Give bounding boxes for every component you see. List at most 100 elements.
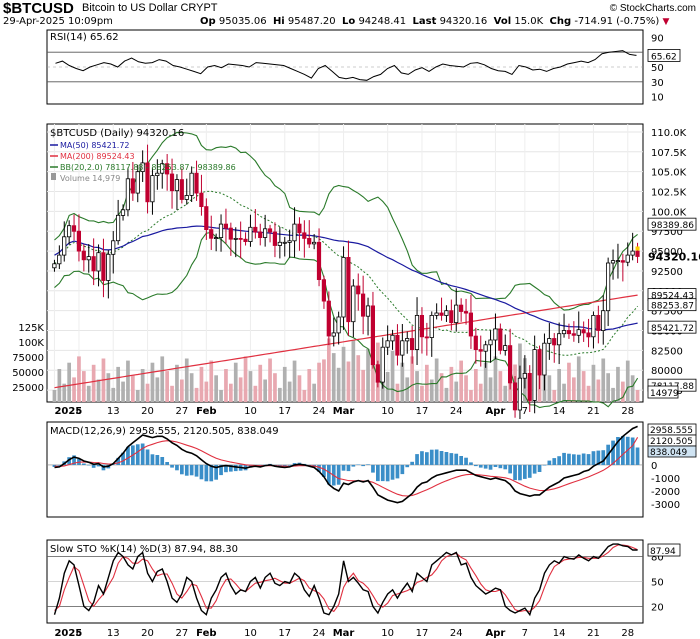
macd-axis-tick: -3000 <box>651 500 680 511</box>
ma200-line <box>54 294 638 389</box>
candle-body <box>223 223 228 229</box>
volume-bar <box>199 366 204 402</box>
date-axis-label-upper: 24 <box>450 406 463 417</box>
candle-body <box>184 195 189 200</box>
candle-body <box>458 304 464 312</box>
candle-body <box>76 230 81 252</box>
volume-axis-tick: 50000 <box>12 368 44 379</box>
volume-value-label: 14979 <box>650 389 679 399</box>
candle-body <box>101 252 106 281</box>
candle-body <box>552 338 557 346</box>
macd-histogram-bar <box>96 464 101 467</box>
quote-date: 29-Apr-2025 10:09pm <box>3 16 113 27</box>
vol-label: Vol <box>493 16 512 27</box>
volume-bar <box>331 353 336 402</box>
ma50-line <box>54 225 638 331</box>
macd-axis-tick: 0 <box>651 461 657 472</box>
volume-bar <box>366 348 370 402</box>
volume-bar <box>184 358 189 402</box>
macd-histogram-bar <box>72 455 76 465</box>
price-axis-tick: 82500 <box>651 346 683 357</box>
volume-bar <box>121 381 125 402</box>
macd-histogram-bar <box>410 461 414 465</box>
volume-bar <box>621 381 625 402</box>
volume-bar <box>341 346 346 402</box>
candle-body <box>615 260 621 263</box>
date-axis-label-upper: Apr <box>486 406 506 417</box>
legend-swatch <box>51 173 56 180</box>
volume-bar <box>410 356 414 402</box>
date-axis-label-lower: 20 <box>141 628 154 639</box>
macd-histogram-bar <box>380 464 385 482</box>
candle-body <box>424 336 429 339</box>
candle-body <box>155 172 160 176</box>
price-axis-tick: 110.0K <box>651 128 687 139</box>
volume-bar <box>591 364 596 402</box>
macd-signal-line <box>54 437 639 497</box>
candle-body <box>351 285 356 323</box>
candle-body <box>199 192 204 208</box>
macd-histogram-bar <box>361 464 365 467</box>
date-axis-label-lower: Mar <box>333 628 355 639</box>
candle-body <box>581 329 586 334</box>
price-axis-tick: 87500 <box>651 307 683 318</box>
candle-body <box>503 345 508 351</box>
candle-body <box>96 252 101 272</box>
date-axis-label-lower: 21 <box>587 628 600 639</box>
macd-histogram-bar <box>488 464 493 470</box>
price-axis-tick: 80000 <box>651 366 683 377</box>
macd-histogram-bar <box>596 450 601 465</box>
price-axis-tick: 92500 <box>651 267 683 278</box>
macd-histogram-bar <box>165 462 169 465</box>
date-axis-label-upper: 20 <box>141 406 154 417</box>
macd-histogram-bar <box>444 452 449 465</box>
volume-bar <box>150 362 155 402</box>
candle-body <box>542 342 547 376</box>
price-label-box <box>647 298 697 312</box>
macd-histogram-bar <box>145 449 150 465</box>
candle-body <box>439 312 444 316</box>
volume-bar <box>317 362 321 402</box>
macd-histogram-bar <box>57 464 62 466</box>
price-axis-tick: 95000 <box>651 247 683 258</box>
macd-histogram-bar <box>425 452 429 465</box>
macd-histogram-bar <box>341 464 346 471</box>
high-value: 95487.20 <box>287 16 336 27</box>
candle-body <box>267 228 273 233</box>
volume-bar <box>52 390 57 402</box>
volume-bar <box>576 356 581 402</box>
volume-bar <box>601 358 606 402</box>
volume-bar <box>180 379 184 402</box>
candle-body <box>86 256 91 261</box>
rsi-value-box <box>647 49 681 62</box>
macd-histogram-bar <box>616 437 620 465</box>
macd-histogram-bar <box>518 464 522 481</box>
candle-body <box>596 314 601 331</box>
bb-middle-line <box>54 190 638 356</box>
volume-bar <box>616 366 620 402</box>
volume-bar <box>361 369 365 402</box>
volume-bar <box>302 390 307 402</box>
volume-bar <box>292 360 297 402</box>
macd-axis-tick: -2000 <box>651 487 680 498</box>
candle-body <box>610 260 616 264</box>
legend-entry: MA(50) 85421.72 <box>60 141 130 150</box>
macd-histogram-bar <box>204 464 209 482</box>
candle-body <box>517 377 523 411</box>
volume-bar <box>488 377 493 402</box>
macd-histogram-bar <box>547 460 552 465</box>
macd-histogram-bar <box>199 464 204 480</box>
volume-bar <box>238 377 243 402</box>
macd-histogram-bar <box>351 464 356 467</box>
candle-body <box>566 330 572 335</box>
volume-bar <box>62 383 67 402</box>
volume-bar <box>567 362 571 402</box>
macd-histogram-bar <box>621 436 625 465</box>
macd-histogram-bar <box>498 464 503 469</box>
volume-bar <box>395 383 400 402</box>
candle-body <box>478 349 483 352</box>
high-label: Hi <box>272 16 285 27</box>
macd-histogram-bar <box>562 452 566 465</box>
macd-histogram-bar <box>395 464 400 479</box>
volume-bar <box>204 381 209 402</box>
